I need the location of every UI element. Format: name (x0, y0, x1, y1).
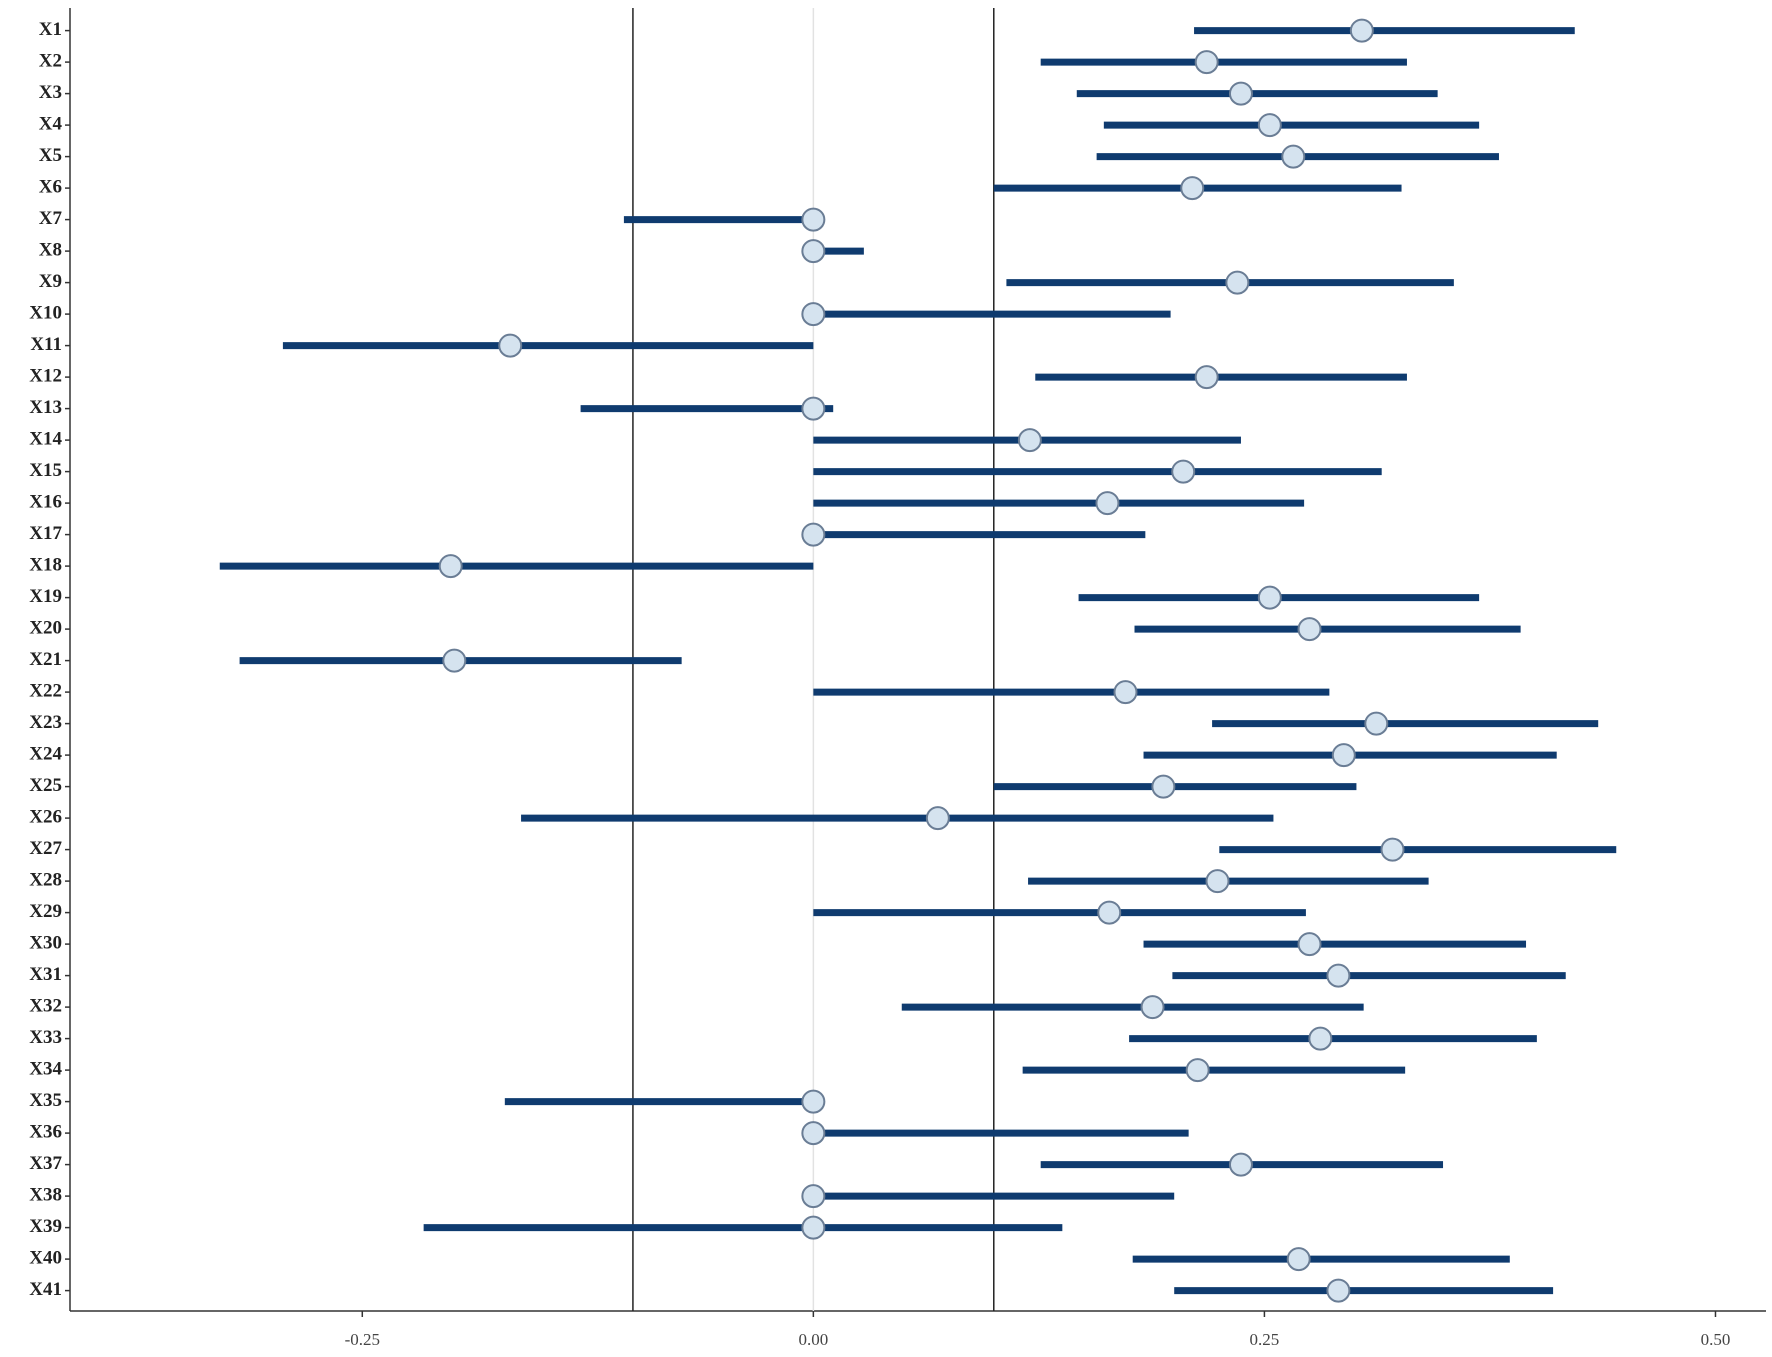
point (1326, 1278, 1351, 1303)
y-tick-label: X31 (29, 964, 62, 985)
point (801, 396, 826, 421)
point (1113, 680, 1138, 705)
point (801, 207, 826, 232)
point (1017, 428, 1042, 453)
y-tick-label: X12 (29, 365, 62, 386)
point (1151, 774, 1176, 799)
point (1194, 50, 1219, 75)
y-tick-label: X22 (29, 680, 62, 701)
point (1257, 585, 1282, 610)
y-tick-label: X33 (29, 1027, 62, 1048)
point (801, 239, 826, 264)
y-tick-label: X34 (29, 1058, 62, 1079)
y-tick-label: X2 (39, 50, 62, 71)
point (1326, 963, 1351, 988)
point (1297, 617, 1322, 642)
y-tick-label: X3 (39, 82, 62, 103)
point (1180, 176, 1205, 201)
y-tick-label: X6 (39, 176, 62, 197)
y-tick-label: X9 (39, 271, 62, 292)
y-tick-label: X18 (29, 554, 62, 575)
y-tick-label: X40 (29, 1247, 62, 1268)
point (1297, 932, 1322, 957)
x-tick-label: 0.00 (798, 1330, 828, 1349)
point (1380, 837, 1405, 862)
y-tick-label: X29 (29, 901, 62, 922)
y-tick-label: X10 (29, 302, 62, 323)
point (801, 302, 826, 327)
point (1257, 113, 1282, 138)
point (1364, 711, 1389, 736)
y-tick-label: X26 (29, 806, 62, 827)
point (1308, 1026, 1333, 1051)
y-tick-label: X13 (29, 397, 62, 418)
y-tick-label: X39 (29, 1216, 62, 1237)
point (1228, 1152, 1253, 1177)
y-tick-label: X15 (29, 460, 62, 481)
y-tick-label: X1 (39, 19, 62, 40)
point (801, 1184, 826, 1209)
point (801, 1215, 826, 1240)
y-tick-label: X21 (29, 649, 62, 670)
point (1228, 81, 1253, 106)
point (801, 522, 826, 547)
y-tick-label: X32 (29, 995, 62, 1016)
point (1194, 365, 1219, 390)
x-tick-label: 0.25 (1250, 1330, 1280, 1349)
point (801, 1089, 826, 1114)
y-tick-label: X7 (39, 208, 63, 229)
point (1185, 1058, 1210, 1083)
y-tick-label: X30 (29, 932, 62, 953)
x-tick-label: 0.50 (1701, 1330, 1731, 1349)
point (1281, 144, 1306, 169)
y-tick-label: X24 (29, 743, 62, 764)
point (1286, 1247, 1311, 1272)
y-tick-label: X27 (29, 838, 62, 859)
point (1225, 270, 1250, 295)
y-tick-label: X17 (29, 523, 62, 544)
y-tick-label: X37 (29, 1153, 62, 1174)
x-tick-label: -0.25 (345, 1330, 380, 1349)
y-tick-label: X25 (29, 775, 62, 796)
point (442, 648, 467, 673)
y-tick-label: X35 (29, 1090, 62, 1111)
point (1205, 869, 1230, 894)
y-tick-label: X36 (29, 1121, 62, 1142)
point (1171, 459, 1196, 484)
y-tick-label: X19 (29, 586, 62, 607)
y-tick-label: X14 (29, 428, 62, 449)
y-tick-label: X28 (29, 869, 62, 890)
y-tick-label: X20 (29, 617, 62, 638)
point (438, 554, 463, 579)
point (925, 806, 950, 831)
point (1140, 995, 1165, 1020)
y-tick-label: X5 (39, 145, 62, 166)
y-tick-label: X16 (29, 491, 62, 512)
y-tick-label: X41 (29, 1279, 62, 1300)
point (1095, 491, 1120, 516)
point (1349, 18, 1374, 43)
y-tick-label: X4 (39, 113, 63, 134)
y-tick-label: X11 (30, 334, 62, 355)
point (1097, 900, 1122, 925)
point (801, 1121, 826, 1146)
point (498, 333, 523, 358)
y-tick-label: X38 (29, 1184, 62, 1205)
point (1331, 743, 1356, 768)
y-tick-label: X23 (29, 712, 62, 733)
y-tick-label: X8 (39, 239, 62, 260)
